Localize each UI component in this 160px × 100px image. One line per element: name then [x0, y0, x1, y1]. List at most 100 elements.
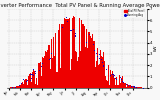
Bar [130, 85, 131, 88]
Bar [69, 18, 70, 88]
Bar [101, 56, 102, 88]
Bar [27, 85, 28, 88]
Bar [18, 86, 19, 88]
Bar [97, 48, 98, 88]
Bar [82, 24, 83, 88]
Bar [41, 76, 42, 88]
Bar [95, 68, 96, 88]
Bar [117, 85, 118, 88]
Y-axis label: kW: kW [153, 45, 157, 52]
Bar [108, 65, 109, 88]
Bar [136, 87, 137, 88]
Bar [43, 58, 44, 88]
Bar [127, 84, 128, 88]
Bar [54, 56, 55, 88]
Bar [138, 87, 139, 88]
Bar [73, 16, 74, 88]
Bar [30, 73, 31, 88]
Legend: Total PV Panel, Running Avg: Total PV Panel, Running Avg [123, 8, 145, 18]
Bar [15, 87, 16, 88]
Bar [110, 70, 111, 88]
Bar [125, 83, 126, 88]
Bar [102, 57, 103, 88]
Bar [76, 52, 77, 88]
Bar [79, 18, 80, 88]
Bar [72, 18, 73, 88]
Bar [75, 51, 76, 88]
Bar [59, 24, 60, 88]
Bar [81, 20, 82, 88]
Bar [140, 87, 141, 88]
Bar [84, 71, 85, 88]
Bar [45, 51, 46, 88]
Bar [128, 86, 129, 88]
Bar [46, 52, 47, 88]
Title: Solar PV/Inverter Performance  Total PV Panel & Running Average Power Output: Solar PV/Inverter Performance Total PV P… [0, 3, 160, 8]
Bar [20, 85, 21, 88]
Bar [62, 24, 63, 88]
Bar [96, 61, 97, 88]
Bar [49, 45, 50, 88]
Bar [109, 86, 110, 88]
Bar [26, 79, 27, 88]
Bar [52, 69, 53, 88]
Bar [24, 80, 25, 88]
Bar [98, 65, 99, 88]
Bar [74, 17, 75, 88]
Bar [104, 61, 105, 88]
Bar [132, 86, 133, 88]
Bar [129, 85, 130, 88]
Bar [21, 83, 22, 88]
Bar [55, 32, 56, 88]
Bar [65, 19, 66, 88]
Bar [25, 79, 26, 88]
Bar [121, 78, 122, 88]
Bar [123, 82, 124, 88]
Bar [53, 37, 54, 88]
Bar [22, 82, 23, 88]
Bar [135, 87, 136, 88]
Bar [124, 83, 125, 88]
Bar [77, 61, 78, 88]
Bar [10, 87, 11, 88]
Bar [31, 82, 32, 88]
Bar [11, 87, 12, 88]
Bar [60, 68, 61, 88]
Bar [40, 62, 41, 88]
Bar [57, 72, 58, 88]
Bar [17, 86, 18, 88]
Bar [85, 47, 86, 88]
Bar [122, 76, 123, 88]
Bar [80, 51, 81, 88]
Bar [50, 69, 51, 88]
Bar [131, 85, 132, 88]
Bar [23, 78, 24, 88]
Bar [116, 77, 117, 88]
Bar [106, 80, 107, 88]
Bar [105, 76, 106, 88]
Bar [71, 18, 72, 88]
Bar [34, 70, 35, 88]
Bar [13, 87, 14, 88]
Bar [137, 87, 138, 88]
Bar [93, 41, 94, 88]
Bar [114, 78, 115, 88]
Bar [32, 72, 33, 88]
Bar [35, 84, 36, 88]
Bar [133, 87, 134, 88]
Bar [90, 35, 91, 88]
Bar [63, 24, 64, 88]
Bar [120, 83, 121, 88]
Bar [107, 81, 108, 88]
Bar [103, 52, 104, 88]
Bar [36, 78, 37, 88]
Bar [33, 70, 34, 88]
Bar [19, 86, 20, 88]
Bar [99, 64, 100, 88]
Bar [28, 76, 29, 88]
Bar [119, 76, 120, 88]
Bar [87, 48, 88, 88]
Bar [61, 24, 62, 88]
Bar [37, 85, 38, 88]
Bar [16, 86, 17, 88]
